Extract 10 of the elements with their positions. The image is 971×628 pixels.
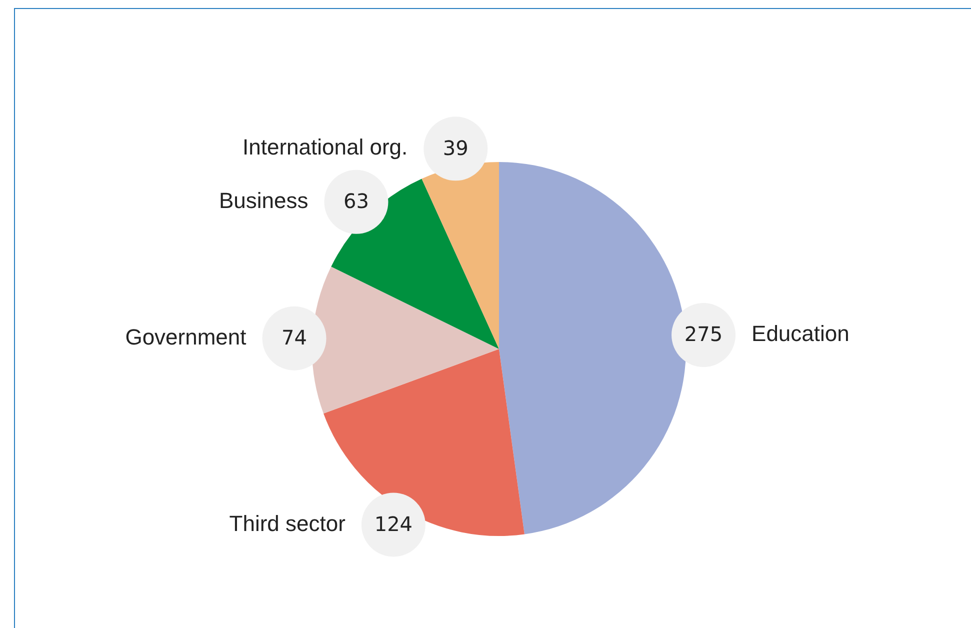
slice-label: Third sector bbox=[229, 510, 346, 536]
data-label: 39 bbox=[442, 136, 468, 160]
data-label: 63 bbox=[344, 189, 369, 214]
data-label: 275 bbox=[684, 322, 723, 346]
slice-label: Government bbox=[125, 324, 246, 350]
slice-label: Education bbox=[752, 321, 850, 346]
slice-label: Business bbox=[218, 188, 308, 213]
slice-label: International org. bbox=[242, 134, 408, 160]
data-label: 124 bbox=[374, 512, 413, 536]
data-label: 74 bbox=[282, 326, 308, 350]
